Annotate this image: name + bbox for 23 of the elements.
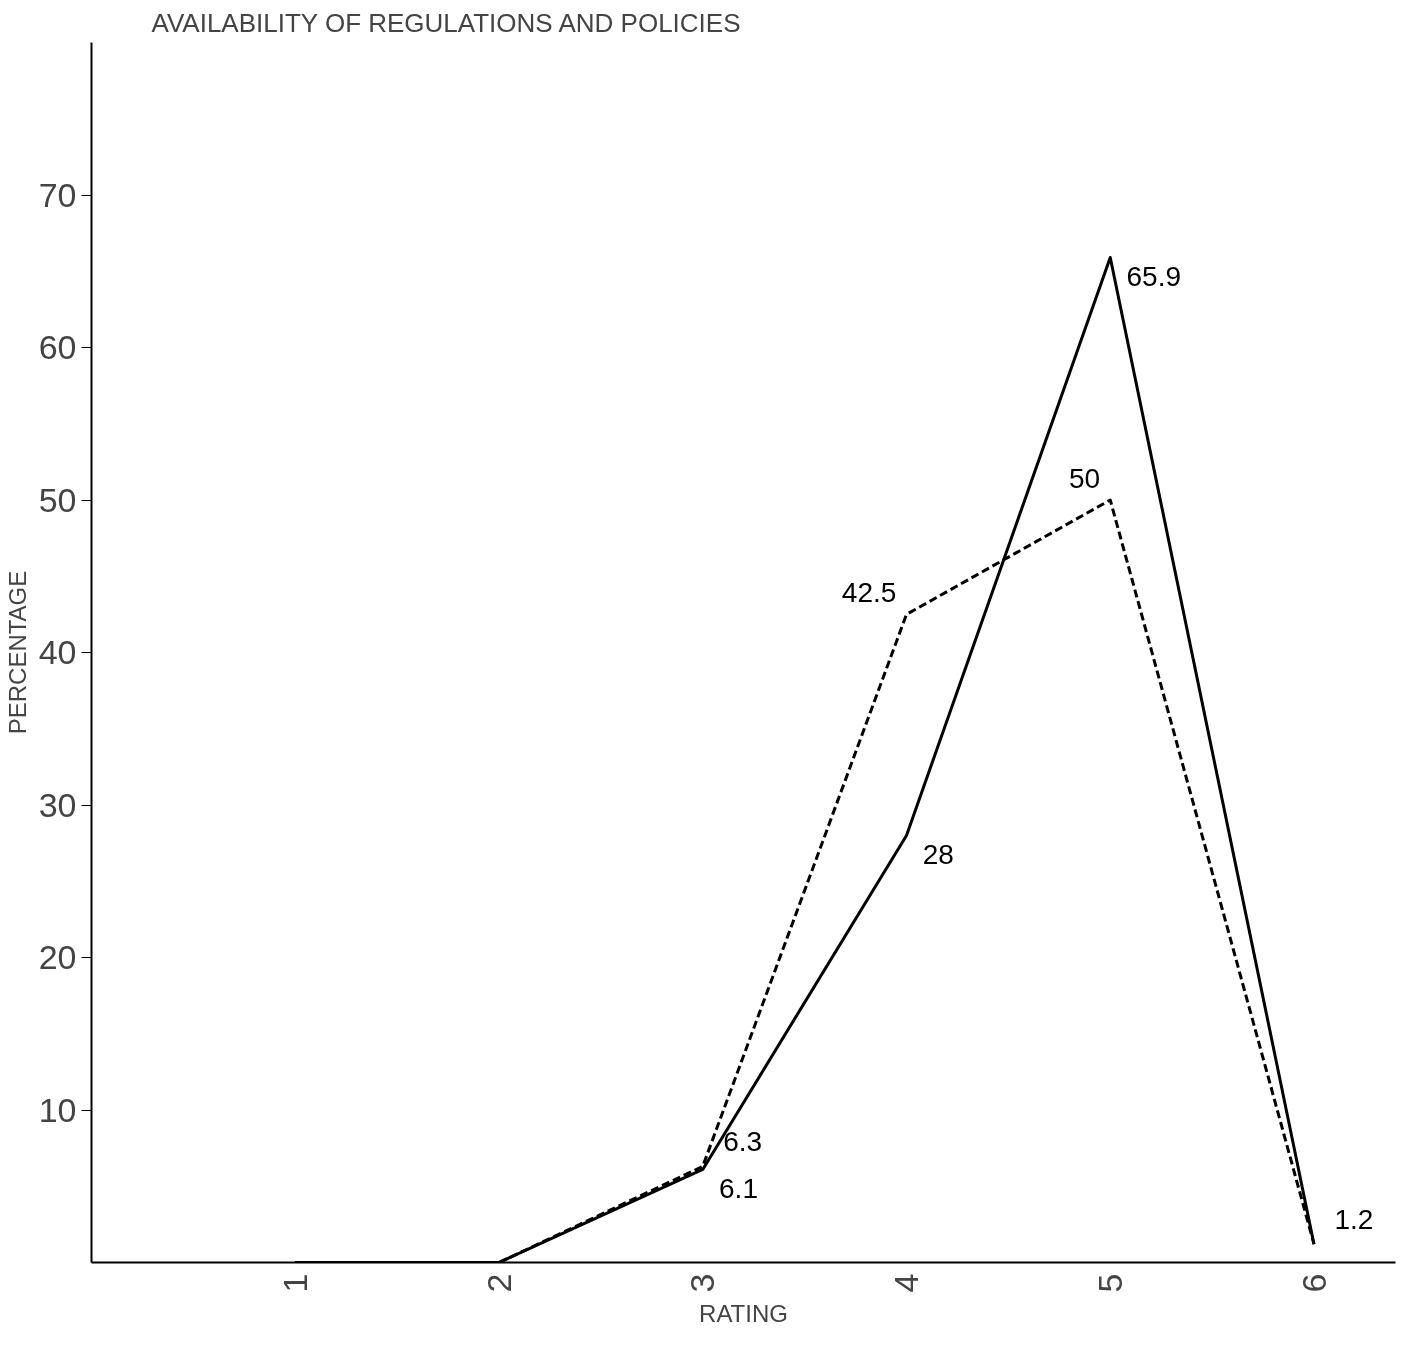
y-tick-label: 60 xyxy=(38,328,77,366)
data-label: 6.1 xyxy=(719,1172,758,1204)
y-tick-label: 70 xyxy=(38,175,77,214)
x-tick-label: 6 xyxy=(1294,1273,1333,1293)
x-axis-title: RATING xyxy=(699,1300,788,1328)
y-tick-label: 40 xyxy=(38,633,77,671)
x-tick-label: 4 xyxy=(887,1273,925,1293)
x-tick-label: 1 xyxy=(275,1273,314,1293)
data-label: 1.2 xyxy=(1334,1203,1374,1235)
x-tick-label: 5 xyxy=(1090,1273,1129,1293)
chart-title: AVAILABILITY OF REGULATIONS AND POLICIES xyxy=(151,7,741,38)
x-tick-label: 3 xyxy=(683,1273,722,1293)
y-tick-label: 50 xyxy=(38,480,77,519)
y-tick-label: 10 xyxy=(38,1090,77,1129)
data-label: 42.5 xyxy=(841,577,897,609)
data-label: 50 xyxy=(1068,462,1101,494)
data-label: 28 xyxy=(922,838,954,870)
y-tick-label: 30 xyxy=(38,785,77,824)
y-tick-label: 20 xyxy=(38,938,77,976)
y-axis-title: PERCENTAGE xyxy=(3,570,31,735)
data-label: 65.9 xyxy=(1126,260,1182,292)
x-tick-label: 2 xyxy=(479,1273,518,1293)
data-label: 6.3 xyxy=(723,1126,763,1158)
